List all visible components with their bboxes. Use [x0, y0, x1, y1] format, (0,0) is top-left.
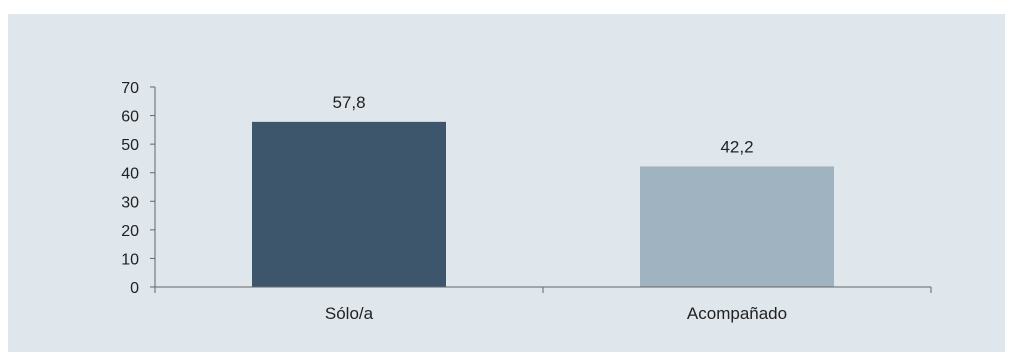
- bars: [252, 121, 834, 287]
- chart-panel: [8, 14, 1005, 352]
- y-tick-label: 60: [121, 109, 139, 126]
- y-tick-label: 40: [121, 166, 139, 183]
- y-tick-label: 20: [121, 223, 139, 240]
- data-label: 42,2: [720, 137, 753, 156]
- category-labels: Sólo/a Acompañado: [325, 304, 787, 323]
- category-label: Sólo/a: [325, 304, 374, 323]
- y-tick-label: 70: [121, 80, 139, 97]
- y-axis-ticks: 0 10 20 30 40 50 60 70: [121, 80, 155, 297]
- axes: [154, 87, 932, 293]
- category-label: Acompañado: [687, 304, 787, 323]
- data-label: 57,8: [332, 93, 365, 112]
- y-tick-label: 30: [121, 194, 139, 211]
- bar: [640, 166, 834, 287]
- data-labels: 57,8 42,2: [332, 93, 753, 157]
- y-tick-label: 50: [121, 137, 139, 154]
- y-tick-label: 0: [130, 280, 139, 297]
- bar: [252, 121, 446, 287]
- y-tick-label: 10: [121, 251, 139, 268]
